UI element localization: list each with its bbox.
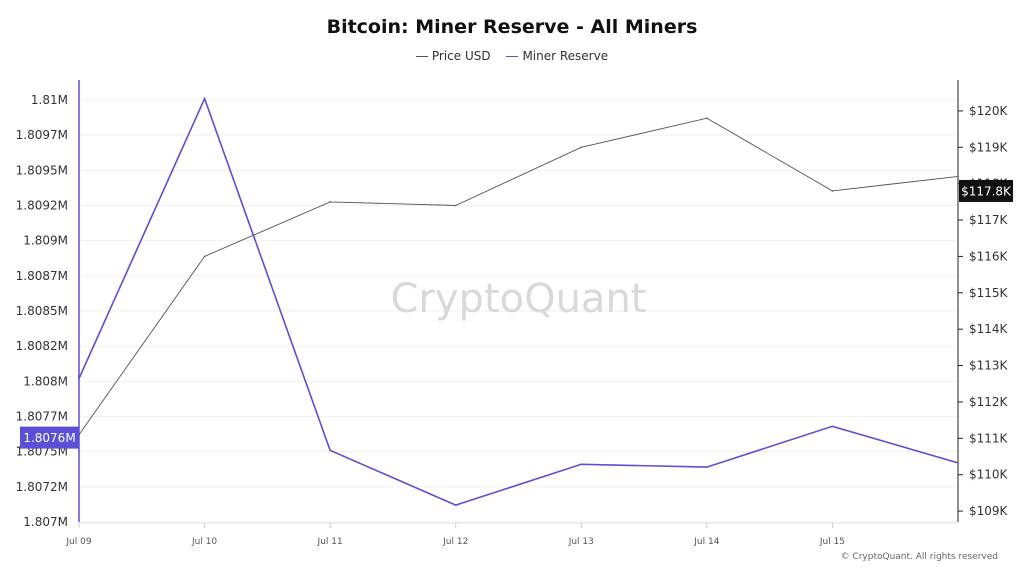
legend-label-price: Price USD (431, 49, 491, 63)
legend: Price USD Miner Reserve (0, 49, 1024, 63)
series-line-miner-reserve (78, 96, 959, 506)
data-point-miner-reserve (706, 466, 708, 468)
data-point-price-usd (329, 201, 331, 203)
data-point-miner-reserve (329, 449, 331, 452)
left-axis-tick-label: 1.8072M (16, 480, 68, 494)
left-axis-tick-label: 1.8077M (16, 410, 68, 424)
data-point-miner-reserve (454, 504, 457, 506)
right-axis-tick-label: $112K (969, 395, 1009, 409)
data-point-price-usd (580, 146, 583, 149)
right-current-value-badge (959, 179, 1013, 202)
data-point-miner-reserve (203, 97, 206, 100)
legend-item-price[interactable]: Price USD (415, 49, 491, 63)
right-axis-tick-label: $114K (969, 322, 1009, 336)
x-axis-tick-label: Jul 13 (568, 537, 594, 547)
x-axis-tick-label: Jul 11 (317, 537, 343, 547)
right-axis-tick-label: $115K (969, 286, 1009, 300)
right-axis-tick-label: $109K (969, 504, 1009, 518)
chart-title: Bitcoin: Miner Reserve - All Miners (326, 16, 698, 38)
right-axis-tick-label: $117K (969, 213, 1009, 227)
right-current-value-label: $117.8K (961, 184, 1012, 198)
left-axis-tick-label: 1.8097M (16, 128, 68, 142)
data-point-price-usd (454, 204, 457, 207)
left-axis-tick-label: 1.8087M (16, 269, 68, 283)
data-point-miner-reserve (78, 377, 80, 380)
left-axis-tick-label: 1.808M (23, 374, 68, 388)
left-current-value-badge (20, 426, 79, 449)
x-axis-tick-label: Jul 14 (693, 537, 719, 547)
data-point-price-usd (203, 255, 206, 258)
left-axis-tick-label: 1.807M (23, 515, 68, 529)
legend-label-miner-reserve: Miner Reserve (522, 49, 609, 63)
legend-swatch-miner-reserve (506, 56, 519, 57)
x-axis-tick-label: Jul 15 (819, 537, 845, 547)
left-axis-tick-label: 1.8085M (16, 304, 68, 318)
right-axis-tick-label: $116K (969, 249, 1009, 263)
data-point-price-usd (957, 175, 959, 178)
left-axis-tick-label: 1.81M (31, 93, 68, 107)
left-axis-tick-label: 1.8095M (16, 163, 68, 177)
right-axis-tick-label: $110K (969, 468, 1009, 482)
left-axis-tick-label: 1.8082M (16, 339, 68, 353)
data-point-miner-reserve (957, 462, 959, 464)
data-point-price-usd (831, 190, 834, 192)
watermark-logo: CryptoQuant (391, 276, 647, 322)
right-axis-tick-label: $120K (969, 104, 1009, 118)
x-axis-tick-label: Jul 12 (442, 537, 468, 547)
legend-swatch-price (415, 56, 428, 57)
data-point-price-usd (706, 117, 708, 119)
copyright-notice: © CryptoQuant. All rights reserved (840, 552, 998, 562)
left-current-value-label: 1.8076M (23, 431, 75, 445)
right-axis-tick-label: $111K (969, 431, 1009, 445)
data-point-miner-reserve (831, 425, 834, 428)
right-axis-tick-label: $113K (969, 359, 1009, 373)
left-axis-tick-label: 1.8092M (16, 199, 68, 213)
x-axis-tick-label: Jul 10 (191, 537, 217, 547)
series-line-price-usd (78, 117, 959, 435)
x-axis-tick-label: Jul 09 (65, 537, 91, 547)
right-axis-tick-label: $119K (969, 140, 1009, 154)
left-axis-tick-label: 1.809M (23, 234, 68, 248)
legend-item-miner-reserve[interactable]: Miner Reserve (506, 49, 608, 63)
data-point-miner-reserve (580, 463, 583, 466)
